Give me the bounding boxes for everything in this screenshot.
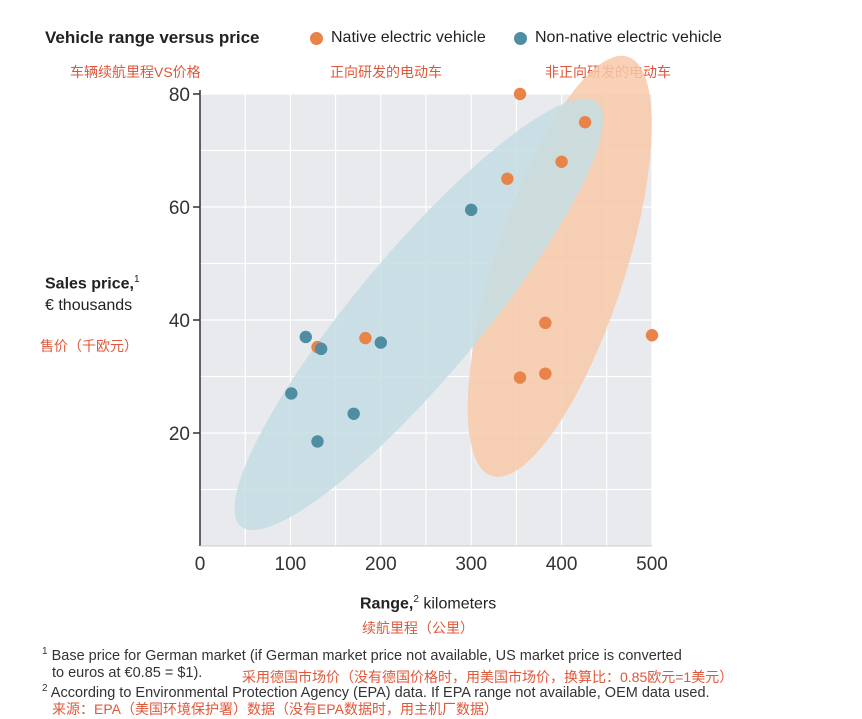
legend-label-native-cn: 正向研发的电动车 xyxy=(330,64,442,80)
data-point-native xyxy=(513,371,527,384)
data-point-native xyxy=(513,87,527,101)
y-axis-label-main: Sales price, xyxy=(45,275,134,293)
chart-title: Vehicle range versus price xyxy=(45,28,260,47)
x-axis-label-sup: 2 xyxy=(413,594,419,605)
y-tick-label: 20 xyxy=(169,424,190,445)
y-tick-label: 80 xyxy=(169,85,190,106)
cluster-ellipse-non-native xyxy=(234,98,604,531)
legend-item-non-native: Non-native electric vehicle xyxy=(514,29,722,47)
footnote-1-line-1: Base price for German market (if German … xyxy=(51,647,682,664)
footnote-2-marker: 2 xyxy=(42,683,48,694)
x-tick-label: 200 xyxy=(365,554,397,575)
legend-marker-non-native xyxy=(514,31,527,45)
x-axis-label-main: Range, xyxy=(360,595,414,613)
data-point-non-native xyxy=(299,330,312,344)
y-tick-label: 40 xyxy=(169,311,190,332)
data-point-native xyxy=(539,316,552,330)
footnote-1: 1 Base price for German market (if Germa… xyxy=(42,646,682,664)
legend-marker-native xyxy=(310,31,323,45)
legend-label-non-native: Non-native electric vehicle xyxy=(535,29,722,46)
chart-title-cn: 车辆续航里程VS价格 xyxy=(70,64,201,80)
x-tick-label: 300 xyxy=(455,554,487,575)
data-point-native xyxy=(555,155,568,168)
footnote-1-line-2: to euros at €0.85 = $1). xyxy=(52,665,203,681)
legend-label-native: Native electric vehicle xyxy=(331,29,486,46)
x-axis-label: Range,2 kilometers xyxy=(360,594,496,613)
y-tick-label: 60 xyxy=(169,198,190,219)
footnote-1-cn: 采用德国市场价（没有德国价格时，用美国市场价，换算比：0.85欧元=1美元） xyxy=(242,669,734,685)
data-point-non-native xyxy=(374,336,387,349)
footnote-2: 2 According to Environmental Protection … xyxy=(42,683,710,701)
data-point-non-native xyxy=(285,387,298,400)
data-point-native xyxy=(578,116,592,129)
legend-item-native: Native electric vehicle xyxy=(310,29,486,47)
data-point-non-native xyxy=(465,203,478,217)
y-axis-label-unit: € thousands xyxy=(45,297,133,314)
footnote-1-marker: 1 xyxy=(42,646,48,657)
data-point-native xyxy=(645,329,659,342)
x-tick-label: 500 xyxy=(636,554,668,575)
data-point-native xyxy=(501,172,514,185)
y-axis-label-sup: 1 xyxy=(133,274,140,285)
x-tick-label: 0 xyxy=(195,554,206,575)
footnote-2-cn: 来源：EPA（美国环境保护署）数据（没有EPA数据时，用主机厂数据） xyxy=(52,701,498,717)
data-point-non-native xyxy=(347,407,360,420)
data-point-native xyxy=(359,331,372,345)
x-axis-label-cn: 续航里程（公里） xyxy=(362,620,474,636)
cluster-ellipse-native xyxy=(467,55,652,477)
data-point-native xyxy=(539,367,552,380)
y-axis-label-cn: 售价（千欧元） xyxy=(40,338,138,354)
data-point-non-native xyxy=(314,342,328,356)
data-point-non-native xyxy=(311,435,324,448)
footnote-2-line-1: According to Environmental Protection Ag… xyxy=(50,684,710,701)
x-tick-label: 400 xyxy=(546,554,578,575)
x-axis-label-rest: kilometers xyxy=(418,595,497,613)
x-tick-label: 100 xyxy=(275,554,307,575)
y-axis-label: Sales price,1 xyxy=(45,274,140,293)
